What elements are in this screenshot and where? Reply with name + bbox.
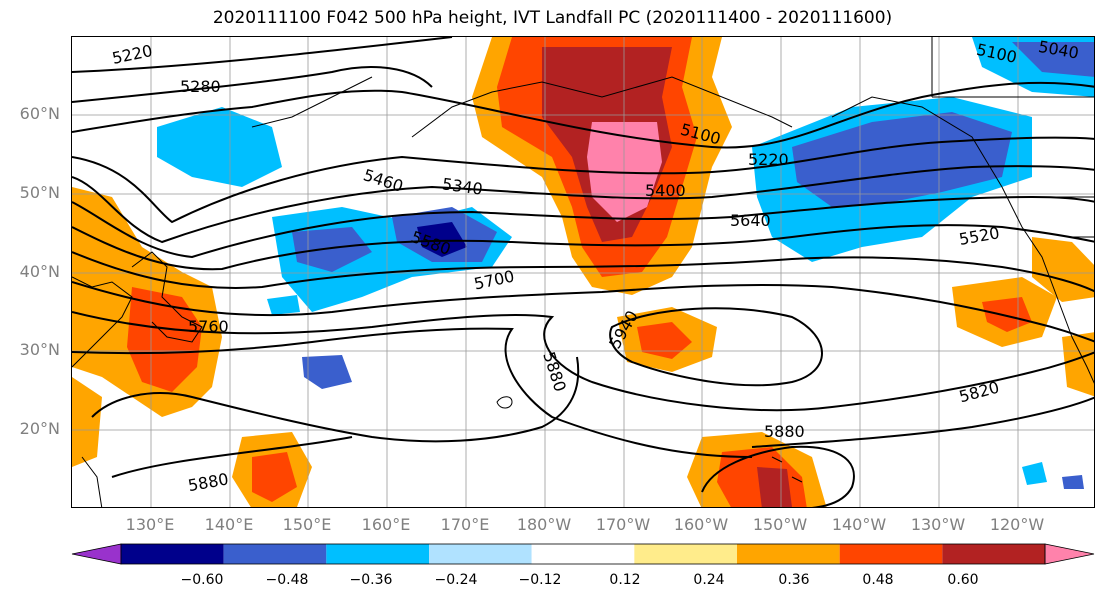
- lon-label-160w: 160°W: [673, 515, 729, 534]
- colorbar-tick: 0.24: [693, 572, 725, 588]
- anomaly-darkred-hawaii: [757, 467, 792, 507]
- contour-label: 5220: [748, 150, 789, 169]
- colorbar-tick: −0.24: [434, 572, 478, 588]
- anomaly-orange-sw: [72, 377, 102, 467]
- lon-label-150e: 150°E: [282, 515, 332, 534]
- anomaly-orange-se: [1062, 332, 1094, 397]
- height-contours: [72, 37, 1094, 507]
- colorbar-segment: [839, 544, 943, 564]
- colorbar-tick: 0.12: [609, 572, 641, 588]
- lat-label-40n: 40°N: [19, 262, 60, 281]
- colorbar-segment: [429, 544, 532, 564]
- lon-label-140e: 140°E: [204, 515, 254, 534]
- contour-label: 5280: [180, 77, 221, 96]
- anomaly-lightblue-west: [157, 107, 282, 187]
- anomaly-navy-mid: [417, 222, 467, 257]
- anomaly-blue-mid: [292, 227, 372, 272]
- lon-label-150w: 150°W: [752, 515, 808, 534]
- anomaly-lightblue-se: [1022, 462, 1047, 485]
- contour-label: 5820: [957, 377, 1001, 406]
- lon-label-170w: 170°W: [595, 515, 651, 534]
- graticule: [72, 37, 1094, 507]
- lat-label-20n: 20°N: [19, 419, 60, 438]
- lon-label-120w: 120°W: [989, 515, 1045, 534]
- lon-label-140w: 140°W: [831, 515, 887, 534]
- lon-label-130e: 130°E: [125, 515, 175, 534]
- colorbar-tick: 0.48: [862, 572, 894, 588]
- map-canvas: 5220 5280 5100 5220 5460 5340 5400 5640 …: [72, 37, 1094, 507]
- lon-label-170e: 170°E: [440, 515, 490, 534]
- colorbar-segment: [326, 544, 429, 564]
- colorbar-segment: [223, 544, 327, 564]
- contour-label: 5880: [187, 469, 230, 495]
- lat-label-60n: 60°N: [19, 104, 60, 123]
- colorbar-segment: [531, 544, 635, 564]
- colorbar-segment: [121, 544, 224, 564]
- anomaly-red-subtropic: [637, 322, 692, 359]
- colorbar-segment: [942, 544, 1045, 564]
- map-panel: 5220 5280 5100 5220 5460 5340 5400 5640 …: [71, 36, 1095, 508]
- contour-label: 5220: [110, 41, 154, 68]
- anomaly-blue-se: [1062, 475, 1084, 489]
- colorbar-segment: [737, 544, 840, 564]
- colorbar-border: [120, 543, 1046, 565]
- ivt-shading: [72, 37, 1094, 507]
- anomaly-red-west: [127, 287, 202, 392]
- contour-label: 5700: [472, 266, 516, 293]
- colorbar-segment: [71, 543, 122, 565]
- colorbar-tick: −0.48: [265, 572, 309, 588]
- colorbar-segment: [634, 544, 737, 564]
- lon-label-180w: 180°W: [516, 515, 572, 534]
- colorbar-tick: 0.36: [778, 572, 810, 588]
- lat-label-30n: 30°N: [19, 340, 60, 359]
- contour-label: 5880: [764, 422, 805, 441]
- colorbar-tick: −0.36: [349, 572, 393, 588]
- anomaly-blue-ne: [1012, 42, 1094, 77]
- anomaly-red-na: [982, 297, 1032, 332]
- lon-label-130w: 130°W: [910, 515, 966, 534]
- contour-label: 5880: [539, 349, 570, 394]
- anomaly-blue-small: [302, 355, 352, 389]
- anomaly-blue-east: [792, 112, 1012, 207]
- colorbar-segment: [1044, 543, 1095, 565]
- lon-label-160e: 160°E: [361, 515, 411, 534]
- colorbar-tick: −0.12: [518, 572, 562, 588]
- contour-label: 5400: [645, 181, 686, 200]
- coastlines: [72, 37, 1094, 507]
- contour-label: 5340: [441, 174, 484, 198]
- colorbar: [71, 543, 1095, 565]
- anomaly-lightblue-small: [267, 295, 300, 315]
- colorbar-tick: −0.60: [180, 572, 224, 588]
- map-title: 2020111100 F042 500 hPa height, IVT Land…: [212, 8, 893, 28]
- colorbar-tick: 0.60: [947, 572, 979, 588]
- contour-label: 5640: [730, 211, 771, 230]
- lat-label-50n: 50°N: [19, 183, 60, 202]
- contour-label: 5760: [188, 317, 229, 336]
- contour-label: 5520: [958, 223, 1001, 249]
- anomaly-red-south: [252, 452, 297, 502]
